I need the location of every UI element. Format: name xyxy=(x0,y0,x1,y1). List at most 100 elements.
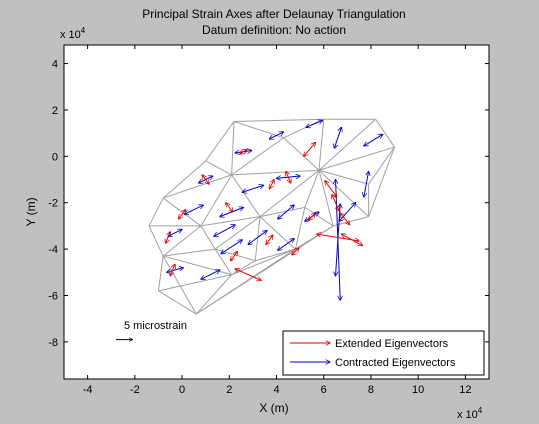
mesh-edge xyxy=(231,137,284,176)
mesh-edge xyxy=(318,170,334,227)
contracted-eigenvector xyxy=(364,171,369,197)
mesh-edge xyxy=(158,290,197,315)
mesh-edge xyxy=(162,255,197,315)
extended-eigenvector xyxy=(226,203,233,212)
extended-eigenvector xyxy=(166,232,171,244)
extended-eigenvector xyxy=(286,171,291,183)
x-tick-label: 12 xyxy=(459,384,471,396)
mesh-edge xyxy=(318,146,395,171)
extended-eigenvector xyxy=(332,195,339,211)
mesh-edge xyxy=(157,256,164,291)
extended-eigenvector xyxy=(341,234,362,246)
contracted-eigenvector xyxy=(184,205,203,214)
x-tick-label: 8 xyxy=(368,384,374,396)
y-tick-label: -6 xyxy=(48,291,58,303)
y-tick-label: -2 xyxy=(48,198,58,210)
x-axis-ticks: -4 -2 0 2 4 6 8 10 12 xyxy=(83,45,472,396)
mesh-edge xyxy=(318,169,369,218)
mesh-edge xyxy=(205,121,235,162)
y-axis-label: Y (m) xyxy=(24,197,38,226)
extended-eigenvector xyxy=(269,180,274,189)
mesh-edge xyxy=(231,121,235,175)
x-tick-label: -4 xyxy=(83,384,93,396)
y-exponent-base: x 10 xyxy=(60,29,81,41)
mesh-edge xyxy=(294,207,306,250)
x-tick-label: 0 xyxy=(179,384,185,396)
mesh-edge xyxy=(375,118,395,148)
x-exponent-power: 4 xyxy=(478,406,483,415)
mesh-edge xyxy=(200,174,233,227)
legend-contracted-label: Contracted Eigenvectors xyxy=(335,357,456,369)
y-exponent-label: x 104 xyxy=(60,26,86,41)
mesh-edge xyxy=(283,137,320,171)
extended-eigenvector xyxy=(340,213,349,225)
legend-box xyxy=(282,330,485,376)
extended-eigenvector xyxy=(179,210,186,219)
mesh-edge xyxy=(148,225,164,257)
mesh-edge xyxy=(163,248,216,257)
contracted-eigenvector xyxy=(269,132,283,139)
chart-subtitle: Datum definition: No action xyxy=(202,23,346,37)
legend-extended-label: Extended Eigenvectors xyxy=(335,338,449,350)
mesh-edge xyxy=(214,248,233,275)
mesh-edge xyxy=(200,216,261,227)
x-tick-label: 4 xyxy=(273,384,279,396)
mesh-edge xyxy=(318,118,377,171)
contracted-eigenvector xyxy=(278,239,295,251)
x-exponent-label: x 104 xyxy=(457,406,483,421)
contracted-eigenvector xyxy=(334,127,341,148)
scale-reference: 5 microstrain xyxy=(115,320,187,340)
contracted-eigenvector xyxy=(248,231,267,245)
mesh-edge xyxy=(200,225,216,250)
extended-eigenvector xyxy=(240,149,247,154)
mesh-edge xyxy=(148,197,164,227)
mesh-edge xyxy=(368,146,395,185)
y-tick-label: -8 xyxy=(48,337,58,349)
extended-eigenvector xyxy=(292,248,299,255)
contracted-eigenvector xyxy=(278,205,295,219)
chart-title: Principal Strain Axes after Delaunay Tri… xyxy=(142,7,405,21)
mesh-edge xyxy=(255,248,296,262)
extended-eigenvector xyxy=(230,251,237,260)
mesh-edge xyxy=(304,170,320,208)
mesh-edge xyxy=(205,160,232,176)
mesh-edge xyxy=(162,225,202,257)
extended-eigenvector xyxy=(170,264,175,276)
x-tick-label: 6 xyxy=(321,384,327,396)
contracted-eigenvector xyxy=(221,240,242,254)
mesh-edge xyxy=(231,169,320,176)
contracted-eigenvector xyxy=(242,185,263,192)
mesh-edge xyxy=(231,174,261,217)
mesh-edge xyxy=(195,225,334,315)
contracted-eigenvector xyxy=(201,270,220,279)
extended-eigenvector xyxy=(304,142,316,156)
extended-eigenvector xyxy=(235,269,261,281)
mesh-edge xyxy=(368,146,396,217)
y-exponent-power: 4 xyxy=(81,26,86,35)
mesh-edge xyxy=(163,174,232,199)
mesh-edge xyxy=(318,169,369,185)
extended-eigenvector xyxy=(202,175,209,184)
x-tick-label: 10 xyxy=(412,384,424,396)
x-axis-label: X (m) xyxy=(259,401,288,415)
mesh-edge xyxy=(195,274,233,315)
mesh-edge xyxy=(162,160,206,199)
eigenvector-layer xyxy=(166,120,383,300)
legend: Extended Eigenvectors Contracted Eigenve… xyxy=(282,330,485,376)
scale-label: 5 microstrain xyxy=(124,320,187,332)
mesh-edge xyxy=(259,169,320,218)
x-tick-label: 2 xyxy=(226,384,232,396)
contracted-eigenvector xyxy=(306,120,323,127)
y-tick-label: 2 xyxy=(52,105,58,117)
contracted-eigenvector xyxy=(214,225,235,237)
y-tick-label: -4 xyxy=(48,244,58,256)
y-tick-label: 0 xyxy=(52,151,58,163)
extended-eigenvector xyxy=(308,213,315,220)
y-axis-ticks: 4 2 0 -2 -4 -6 -8 xyxy=(48,59,489,349)
x-exponent-base: x 10 xyxy=(457,409,478,421)
contracted-eigenvector xyxy=(364,134,383,146)
y-tick-label: 4 xyxy=(52,59,58,71)
plot-area xyxy=(63,44,490,380)
x-tick-label: -2 xyxy=(130,384,140,396)
